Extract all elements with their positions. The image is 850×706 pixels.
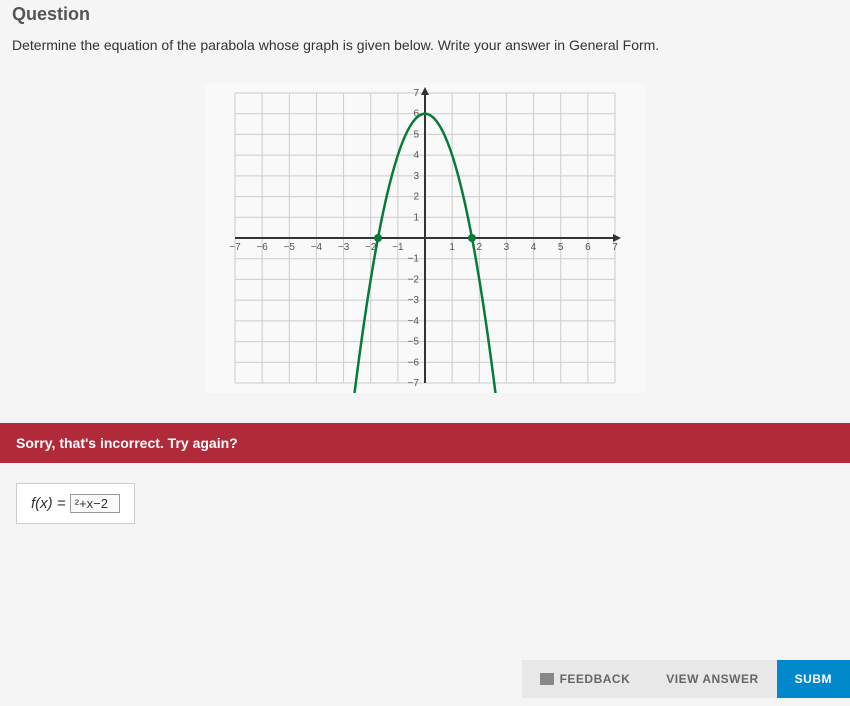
question-prompt: Determine the equation of the parabola w… [12, 33, 838, 73]
svg-text:−3: −3 [338, 242, 350, 253]
svg-text:5: 5 [558, 242, 564, 253]
svg-text:7: 7 [612, 242, 618, 253]
svg-text:−6: −6 [256, 242, 268, 253]
svg-text:−3: −3 [408, 295, 420, 306]
svg-text:−6: −6 [408, 357, 420, 368]
answer-area: f(x) = ²+x−2 [12, 463, 838, 544]
question-header: Question [12, 0, 838, 33]
view-answer-button[interactable]: VIEW ANSWER [648, 660, 776, 698]
svg-text:4: 4 [413, 150, 419, 161]
svg-text:3: 3 [504, 242, 510, 253]
svg-text:2: 2 [477, 242, 483, 253]
svg-text:1: 1 [413, 212, 419, 223]
svg-text:4: 4 [531, 242, 537, 253]
feedback-button[interactable]: FEEDBACK [522, 660, 649, 698]
svg-text:−7: −7 [229, 242, 241, 253]
feedback-message: Sorry, that's incorrect. Try again? [0, 423, 850, 463]
feedback-icon [540, 673, 554, 685]
svg-text:−7: −7 [408, 378, 420, 389]
svg-text:−4: −4 [311, 242, 323, 253]
answer-box[interactable]: f(x) = ²+x−2 [16, 483, 135, 524]
svg-text:6: 6 [585, 242, 591, 253]
svg-text:−4: −4 [408, 316, 420, 327]
svg-text:−5: −5 [408, 337, 420, 348]
svg-text:7: 7 [413, 88, 419, 99]
svg-text:3: 3 [413, 171, 419, 182]
answer-prefix: f(x) = [31, 495, 70, 512]
submit-button[interactable]: SUBM [777, 660, 850, 698]
graph-container: −7−6−5−4−3−2−11234567−7−6−5−4−3−2−112345… [12, 73, 838, 423]
svg-text:−2: −2 [408, 274, 420, 285]
svg-text:5: 5 [413, 129, 419, 140]
answer-input[interactable]: ²+x−2 [70, 494, 120, 513]
parabola-graph: −7−6−5−4−3−2−11234567−7−6−5−4−3−2−112345… [205, 83, 645, 393]
svg-text:−1: −1 [392, 242, 404, 253]
bottom-toolbar: FEEDBACK VIEW ANSWER SUBM [0, 652, 850, 706]
feedback-button-label: FEEDBACK [560, 672, 631, 686]
svg-text:−5: −5 [284, 242, 296, 253]
svg-text:1: 1 [449, 242, 455, 253]
svg-text:2: 2 [413, 192, 419, 203]
svg-text:−1: −1 [408, 254, 420, 265]
